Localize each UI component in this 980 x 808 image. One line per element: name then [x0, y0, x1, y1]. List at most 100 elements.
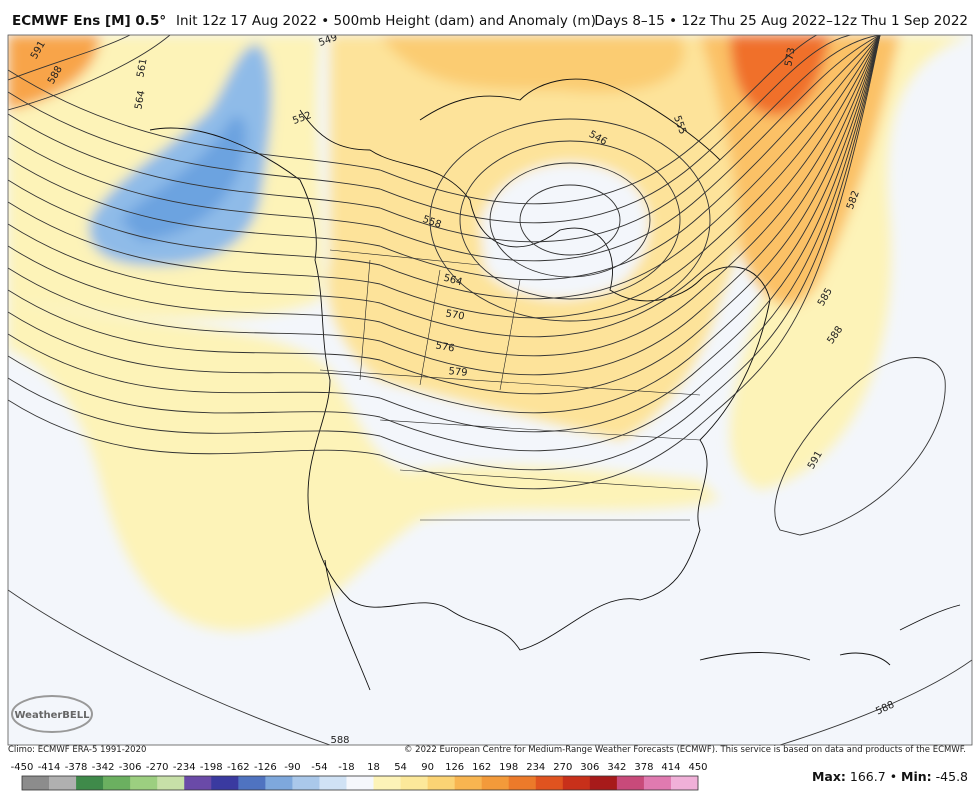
coastlines: [149, 78, 961, 691]
contour-line: [8, 35, 881, 414]
colorbar-label: -414: [38, 762, 61, 773]
contour-ring: [459, 140, 681, 300]
colorbar-label: 90: [421, 762, 434, 773]
colorbar-swatch: [103, 776, 131, 790]
colorbar-swatch: [616, 776, 645, 790]
colorbar-label: -342: [92, 762, 115, 773]
logo-text: WeatherBELL: [14, 710, 90, 721]
colorbar-swatch: [76, 776, 104, 790]
colorbar-label: -450: [11, 762, 34, 773]
contour-line: [8, 35, 881, 281]
colorbar-swatch: [535, 776, 564, 790]
header-days: Days 8–15 • 12z Thu 25 Aug 2022–12z Thu …: [594, 13, 968, 29]
colorbar-label: -18: [338, 762, 354, 773]
colorbar-swatch: [49, 776, 77, 790]
colorbar-swatch: [400, 776, 428, 790]
header-init: Init 12z 17 Aug 2022 • 500mb Height (dam…: [176, 13, 596, 29]
colorbar-swatch: [319, 776, 347, 790]
colorbar-swatch: [22, 776, 50, 790]
map-frame: [7, 34, 973, 746]
colorbar-swatch: [643, 776, 672, 790]
height-contours: [8, 35, 972, 745]
contour-line: [8, 35, 171, 111]
colorbar-label: 270: [553, 762, 572, 773]
colorbar-label: -162: [227, 762, 250, 773]
colorbar-swatch: [238, 776, 266, 790]
colorbar-swatch: [346, 776, 374, 790]
copyright: © 2022 European Centre for Medium-Range …: [404, 745, 966, 755]
contour-line: [8, 35, 881, 395]
colorbar-label: -90: [284, 762, 300, 773]
contour-line: [8, 35, 881, 319]
colorbar-swatch: [454, 776, 482, 790]
colorbar-swatch: [589, 776, 618, 790]
logo: WeatherBELL: [11, 695, 93, 733]
contour-ring: [429, 118, 711, 322]
colorbar-swatch: [373, 776, 401, 790]
contour-label: 564: [442, 273, 463, 289]
colorbar-swatch: [427, 776, 455, 790]
contour-line: [8, 35, 881, 338]
colorbar-label: 162: [472, 762, 491, 773]
colorbar-label: -126: [254, 762, 277, 773]
colorbar-label: 306: [580, 762, 599, 773]
colorbar-label: -378: [65, 762, 88, 773]
colorbar-swatch: [562, 776, 591, 790]
colorbar: -450 -414 -378 -342 -306 -270 -234 -198 -162 -126…: [11, 762, 708, 791]
contour-line: [8, 35, 881, 490]
contour-label: 561: [135, 58, 149, 79]
contour-line: [8, 35, 881, 262]
colorbar-swatch: [481, 776, 510, 790]
separator: •: [890, 769, 897, 784]
contour-label: 576: [435, 340, 456, 354]
colorbar-label: -306: [119, 762, 142, 773]
contour-label: 579: [448, 366, 468, 379]
colorbar-swatch: [130, 776, 158, 790]
stats: Max: 166.7 • Min: -45.8: [812, 769, 968, 784]
colorbar-label: 450: [688, 762, 707, 773]
contour-line: [8, 35, 881, 243]
colorbar-swatch: [211, 776, 239, 790]
colorbar-swatch: [508, 776, 537, 790]
contour-line: [8, 35, 881, 300]
contour-line: [8, 35, 880, 224]
contour-line: [8, 35, 881, 376]
contour-line: [8, 35, 881, 471]
colorbar-label: 198: [499, 762, 518, 773]
colorbar-swatch: [184, 776, 212, 790]
max-value: 166.7: [850, 769, 886, 784]
colorbar-label: 234: [526, 762, 545, 773]
contour-label: 564: [133, 90, 147, 111]
contour-line: [774, 357, 946, 536]
colorbar-label: 54: [394, 762, 407, 773]
colorbar-label: -198: [200, 762, 223, 773]
contour-ring: [489, 162, 651, 278]
colorbar-label: 342: [607, 762, 626, 773]
colorbar-label: 414: [661, 762, 680, 773]
colorbar-swatch: [265, 776, 293, 790]
max-label: Max:: [812, 769, 846, 784]
contour-line: [8, 35, 881, 357]
header-model: ECMWF Ens [M] 0.5°: [12, 13, 166, 29]
contour-line: [8, 35, 881, 452]
colorbar-label: 126: [445, 762, 464, 773]
colorbar-label: 18: [367, 762, 380, 773]
min-label: Min:: [901, 769, 932, 784]
contour-line: [8, 35, 881, 433]
contour-ring: [519, 184, 621, 256]
colorbar-swatch: [670, 776, 699, 790]
colorbar-swatch: [292, 776, 320, 790]
contour-line: [8, 35, 880, 205]
min-value: -45.8: [936, 769, 968, 784]
contour-line: [8, 589, 972, 745]
colorbar-label: -270: [146, 762, 169, 773]
colorbar-swatch: [157, 776, 185, 790]
contour-label: 573: [783, 47, 797, 68]
contour-label: 570: [445, 308, 466, 322]
contour-label: 588: [330, 735, 349, 746]
climo-note: Climo: ECMWF ERA-5 1991-2020: [8, 745, 146, 755]
colorbar-label: -234: [173, 762, 196, 773]
